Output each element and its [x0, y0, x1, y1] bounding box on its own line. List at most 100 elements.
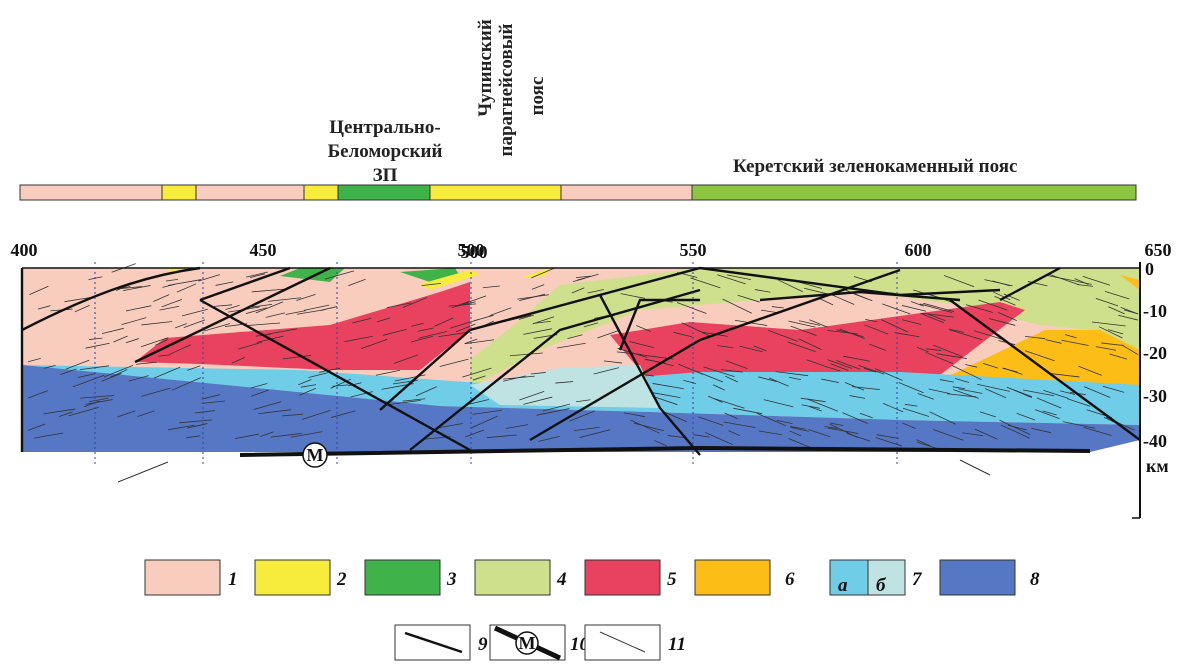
foliation-stroke [939, 379, 954, 383]
fault [199, 298, 471, 452]
legend-swatch [694, 559, 771, 596]
foliation-stroke [616, 351, 642, 355]
legend-label: 6 [785, 569, 795, 590]
foliation-stroke [60, 368, 77, 375]
legend-swatch [144, 559, 221, 596]
foliation-stroke [667, 435, 687, 439]
foliation-stroke [984, 388, 1007, 399]
foliation-stroke [1043, 390, 1069, 399]
foliation-stroke [472, 375, 486, 381]
foliation-stroke [434, 317, 454, 327]
foliation-stroke [965, 364, 978, 368]
foliation-stroke [449, 318, 479, 329]
foliation-stroke [523, 396, 553, 405]
foliation-stroke [296, 309, 325, 315]
zone-label: ЗП [373, 165, 398, 186]
depth-label: -30 [1143, 386, 1167, 406]
foliation-stroke [999, 419, 1031, 435]
foliation-stroke [532, 316, 555, 325]
foliation-stroke [402, 398, 426, 402]
fault [999, 266, 1061, 302]
legend-swatch [867, 559, 906, 596]
foliation-stroke [958, 388, 983, 394]
foliation-stroke [303, 304, 330, 311]
foliation-stroke [523, 328, 552, 335]
layer-2 [420, 270, 480, 290]
foliation-stroke [925, 348, 942, 351]
foliation-stroke [1065, 334, 1077, 339]
foliation-stroke [576, 399, 591, 403]
foliation-stroke [176, 283, 197, 293]
foliation-stroke [470, 415, 498, 429]
foliation-stroke [348, 278, 366, 287]
foliation-stroke [763, 399, 794, 408]
legend-fault [404, 631, 463, 654]
foliation-stroke [85, 342, 110, 349]
foliation-stroke [801, 404, 820, 409]
fault [199, 266, 291, 302]
fault [618, 298, 700, 351]
distance-label: 550 [680, 240, 707, 260]
foliation-stroke [1006, 386, 1032, 398]
reference-lines [94, 262, 991, 483]
foliation-stroke [260, 431, 274, 437]
foliation-stroke [509, 352, 543, 357]
foliation-stroke [531, 284, 545, 290]
foliation-stroke [181, 308, 208, 317]
foliation-stroke [754, 289, 771, 293]
foliation-stroke [88, 397, 109, 403]
depth-axis: 0 -10 -20 -30 -40 км [1132, 259, 1169, 519]
foliation-stroke [411, 322, 424, 327]
depth-label: -40 [1143, 431, 1167, 451]
foliation-stroke [673, 331, 693, 338]
foliation-stroke [251, 288, 286, 293]
foliation-stroke [542, 403, 571, 412]
foliation-stroke [620, 293, 646, 299]
distance-label: 650 [1145, 240, 1172, 260]
foliation-stroke [141, 321, 173, 326]
foliation-stroke [375, 369, 401, 376]
foliation-stroke [946, 393, 977, 398]
zone-label: Центрально- [329, 117, 440, 138]
foliation-stroke [824, 426, 838, 429]
zone-segment [19, 184, 163, 201]
foliation-stroke [1045, 339, 1062, 344]
foliation-stroke [974, 330, 1005, 341]
foliation-stroke [350, 391, 373, 398]
foliation-stroke [503, 375, 526, 382]
foliation-stroke [301, 409, 331, 420]
foliation-stroke [654, 440, 667, 447]
foliation-stroke [1022, 389, 1055, 397]
foliation-stroke [330, 410, 356, 418]
foliation-stroke [955, 378, 970, 383]
zone-segment [303, 184, 339, 201]
foliation-stroke [486, 434, 517, 439]
foliation-stroke [874, 368, 903, 381]
foliation-stroke [733, 407, 763, 415]
foliation-stroke [698, 416, 724, 426]
foliation-stroke [234, 433, 260, 440]
foliation-stroke [910, 301, 924, 307]
foliation-stroke [285, 310, 306, 315]
moho-symbol [302, 442, 328, 468]
foliation-stroke [1042, 410, 1057, 416]
foliation-stroke [865, 318, 878, 323]
foliation-stroke [158, 354, 171, 357]
foliation-stroke [681, 322, 711, 337]
foliation-stroke [693, 434, 710, 438]
zone-label: Керетский зеленокаменный пояс [733, 156, 1017, 177]
foliation-stroke [89, 337, 103, 340]
foliation-stroke [683, 379, 696, 384]
foliation-stroke [29, 285, 49, 296]
foliation-stroke [59, 411, 73, 417]
foliation-stroke [842, 412, 868, 424]
legend-swatch [364, 559, 441, 596]
foliation-stroke [851, 386, 880, 390]
foliation-stroke [1095, 346, 1117, 351]
layer-7b [470, 365, 660, 408]
foliation-stroke [1003, 293, 1020, 301]
foliation-stroke [482, 285, 500, 289]
foliation-stroke [437, 423, 463, 429]
foliation-stroke [489, 307, 512, 317]
foliation-stroke [194, 410, 215, 414]
